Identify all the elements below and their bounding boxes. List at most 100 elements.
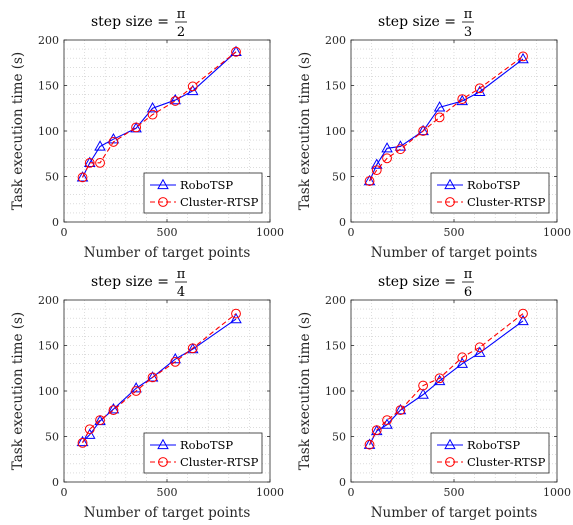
y-tick-label: 0 xyxy=(339,216,346,229)
x-axis-label: Number of target points xyxy=(84,245,251,261)
data-point xyxy=(230,45,242,56)
legend-label: Cluster-RTSP xyxy=(180,455,259,469)
series-cluster-rtsp xyxy=(364,51,528,186)
legend-entry: RoboTSP xyxy=(150,438,233,452)
data-point xyxy=(381,142,393,153)
legend-label: RoboTSP xyxy=(467,178,520,192)
series-robotsp xyxy=(76,312,242,447)
data-point xyxy=(147,109,158,120)
chart-title: step size = π 4 xyxy=(91,267,187,300)
y-tick-label: 50 xyxy=(45,431,59,444)
y-tick-label: 50 xyxy=(332,431,346,444)
data-point xyxy=(517,314,529,326)
data-point xyxy=(395,144,406,155)
title-denominator: 4 xyxy=(177,285,185,300)
data-point xyxy=(417,124,429,136)
data-point xyxy=(131,122,142,133)
data-point xyxy=(418,126,429,136)
legend-marker xyxy=(158,197,168,207)
y-tick-label: 200 xyxy=(325,294,346,307)
y-tick-label: 0 xyxy=(339,476,346,489)
legend-entry: Cluster-RTSP xyxy=(437,455,546,469)
data-point xyxy=(95,157,105,168)
title-prefix: step size = xyxy=(91,274,169,290)
x-tick-label: 0 xyxy=(348,226,355,239)
y-tick-label: 100 xyxy=(38,385,59,398)
data-point xyxy=(146,371,159,382)
x-tick-label: 0 xyxy=(61,226,68,239)
data-point xyxy=(76,435,89,447)
x-tick-label: 500 xyxy=(157,226,178,239)
series-line xyxy=(82,313,237,444)
data-point xyxy=(382,415,392,426)
chart-panel-1: 0 500 1000 0 50 100 150 200 Number of target poi… xyxy=(10,7,284,261)
data-point xyxy=(187,81,198,92)
legend-entry: RoboTSP xyxy=(437,178,520,192)
y-tick-label: 100 xyxy=(325,125,346,138)
data-point xyxy=(364,176,375,186)
data-point xyxy=(418,380,429,391)
y-tick-label: 100 xyxy=(38,125,59,138)
data-point xyxy=(433,374,446,386)
chart-panel-2: 0 500 1000 0 50 100 150 200 Number of target poi… xyxy=(297,7,571,261)
x-tick-label: 1000 xyxy=(543,226,571,239)
data-point xyxy=(187,343,198,354)
legend-label: Cluster-RTSP xyxy=(467,455,546,469)
y-tick-label: 200 xyxy=(38,34,59,47)
data-point xyxy=(83,156,96,167)
title-prefix: step size = xyxy=(378,14,456,30)
data-point xyxy=(434,373,445,384)
series-line xyxy=(82,51,237,178)
y-tick-label: 200 xyxy=(325,34,346,47)
x-tick-label: 1000 xyxy=(256,486,284,499)
data-point xyxy=(474,83,485,94)
data-point xyxy=(77,172,88,183)
y-tick-label: 100 xyxy=(325,385,346,398)
title-numerator: π xyxy=(464,267,473,282)
y-tick-label: 150 xyxy=(325,80,346,93)
data-point xyxy=(363,174,376,186)
legend-label: RoboTSP xyxy=(467,438,520,452)
data-point xyxy=(84,424,95,435)
data-point xyxy=(473,85,486,97)
legend-marker xyxy=(157,178,169,190)
data-point xyxy=(94,140,106,151)
data-point xyxy=(108,137,119,147)
title-denominator: 2 xyxy=(177,25,185,40)
data-point xyxy=(371,425,382,436)
data-point xyxy=(170,356,181,367)
data-point xyxy=(370,158,383,169)
legend-marker xyxy=(445,197,455,207)
data-point xyxy=(131,386,142,396)
data-point xyxy=(363,438,376,449)
data-point xyxy=(230,312,242,324)
y-tick-label: 150 xyxy=(325,340,346,353)
series-cluster-rtsp xyxy=(364,308,528,450)
data-point xyxy=(108,405,119,416)
legend-label: Cluster-RTSP xyxy=(467,195,546,209)
legend-entry: Cluster-RTSP xyxy=(437,195,546,209)
legend-entry: Cluster-RTSP xyxy=(150,195,259,209)
legend-label: RoboTSP xyxy=(180,178,233,192)
data-point xyxy=(473,346,486,357)
data-point xyxy=(518,308,528,319)
legend: RoboTSP Cluster-RTSP xyxy=(430,432,550,474)
data-point xyxy=(433,101,446,112)
series-cluster-rtsp xyxy=(77,46,241,183)
legend-label: RoboTSP xyxy=(180,438,233,452)
series-line xyxy=(369,58,524,182)
data-point xyxy=(395,405,406,416)
x-axis-label: Number of target points xyxy=(84,505,251,521)
data-point xyxy=(147,372,158,383)
title-numerator: π xyxy=(464,7,473,22)
data-point xyxy=(76,171,89,182)
title-prefix: step size = xyxy=(91,14,169,30)
series-cluster-rtsp xyxy=(77,308,241,448)
y-tick-label: 150 xyxy=(38,340,59,353)
legend-box xyxy=(143,432,263,474)
y-tick-label: 200 xyxy=(38,294,59,307)
data-point xyxy=(364,439,375,450)
data-point xyxy=(417,388,429,399)
chart-panel-4: 0 500 1000 0 50 100 150 200 Number of target poi… xyxy=(297,267,571,521)
chart-panel-3: 0 500 1000 0 50 100 150 200 Number of target poi… xyxy=(10,267,284,521)
